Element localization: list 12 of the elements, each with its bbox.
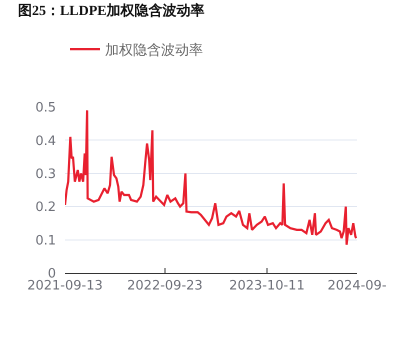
chart-title: 图25：LLDPE加权隐含波动率 (18, 2, 205, 19)
x-tick-label: 2021-09-13 (27, 278, 103, 294)
line-series (65, 109, 357, 246)
x-tick-label: 2023-10-11 (229, 278, 305, 294)
y-tick-label: 0.5 (35, 100, 56, 116)
y-tick-label: 0.1 (35, 233, 56, 248)
legend-label: 加权隐含波动率 (105, 42, 203, 59)
x-tick-label: 2022-09-23 (127, 278, 203, 294)
y-tick-label: 0.2 (35, 200, 56, 216)
x-tick-label: 2024-09- (327, 278, 387, 294)
y-tick-label: 0.4 (35, 134, 56, 149)
y-tick-label: 0.3 (35, 166, 56, 182)
